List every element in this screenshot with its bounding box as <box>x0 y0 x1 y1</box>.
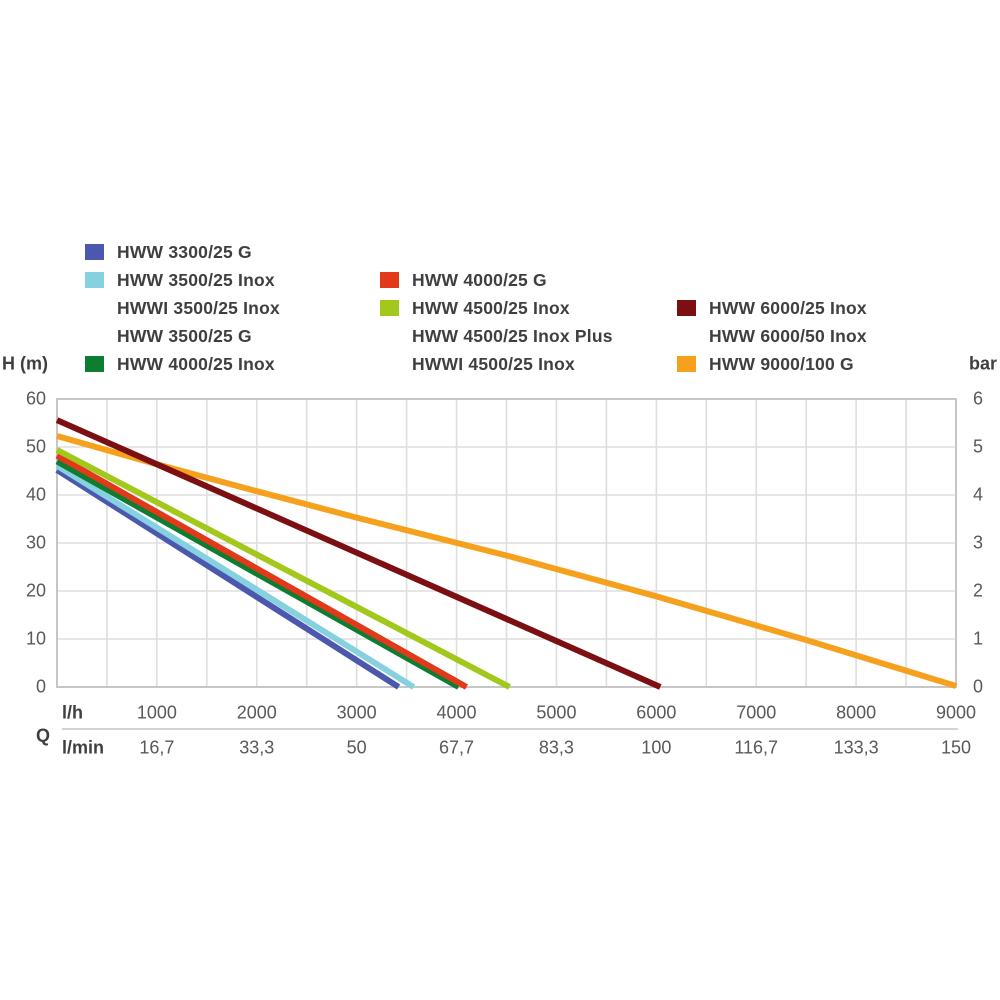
legend-item: HWW 6000/25 Inox <box>677 294 867 322</box>
y-axis-tick-right: 4 <box>973 484 984 505</box>
y-axis-tick-right: 3 <box>973 532 984 553</box>
legend-item-label: HWW 3500/25 Inox <box>117 269 275 290</box>
legend-color-swatch <box>85 244 104 260</box>
x-axis-tick-lh: 9000 <box>935 702 977 723</box>
pump-curve-hww-6000-25-inox-hww-6000-50-inox <box>55 417 662 690</box>
y-axis-tick-left: 20 <box>25 580 46 601</box>
legend-item-label: HWW 4000/25 G <box>412 269 547 290</box>
legend-item-label: HWW 4000/25 Inox <box>117 353 275 374</box>
y-axis-label-left: H (m) <box>2 353 48 374</box>
y-axis-tick-left: 40 <box>25 484 46 505</box>
legend-item-label: HWW 3300/25 G <box>117 241 252 262</box>
y-axis-tick-left: 0 <box>35 676 46 697</box>
y-axis-tick-left: 10 <box>25 628 46 649</box>
pump-curve-hww-4000-25-inox <box>55 458 461 690</box>
legend-item-label: HWWI 4500/25 Inox <box>412 353 575 374</box>
x-axis-tick-lh: 3000 <box>336 702 377 723</box>
legend-item: HWW 9000/100 G <box>677 350 867 378</box>
legend-item-label: HWW 4500/25 Inox <box>412 297 570 318</box>
legend-item: HWWI 4500/25 Inox <box>380 350 613 378</box>
legend-color-swatch <box>677 300 696 316</box>
legend-color-swatch <box>677 356 696 372</box>
y-axis-tick-right: 1 <box>973 628 984 649</box>
y-axis-tick-right: 2 <box>973 580 984 601</box>
legend-item: HWW 4500/25 Inox Plus <box>380 322 613 350</box>
x-axis-tick-lh: 5000 <box>536 702 577 723</box>
legend-item-label: HWWI 3500/25 Inox <box>117 297 280 318</box>
legend-item: HWW 3500/25 G <box>85 322 280 350</box>
legend-item: HWW 3500/25 Inox <box>85 266 280 294</box>
y-axis-tick-left: 50 <box>25 436 46 457</box>
y-axis-tick-left: 60 <box>25 388 46 409</box>
x-axis-tick-lmin: 67,7 <box>439 737 475 758</box>
legend-item-label: HWW 6000/25 Inox <box>709 297 867 318</box>
y-axis-tick-right: 6 <box>973 388 984 409</box>
x-axis-label-q: Q <box>36 725 51 746</box>
legend-column-3: HWW 6000/25 Inox HWW 6000/50 Inox HWW 9000… <box>677 294 867 378</box>
x-axis-tick-lmin: 116,7 <box>734 737 779 758</box>
pump-curve-hww-3500-25-inox-hwwi-3500-25-inox-hww-3500-25-g <box>55 463 416 690</box>
legend-color-swatch <box>380 300 399 316</box>
x-axis-tick-lh: 1000 <box>136 702 177 723</box>
x-axis-tick-lmin: 83,3 <box>538 737 574 758</box>
legend-item: HWW 4500/25 Inox <box>380 294 613 322</box>
legend-item: HWWI 3500/25 Inox <box>85 294 280 322</box>
x-axis-tick-lmin: 16,7 <box>139 737 175 758</box>
legend-item-label: HWW 6000/50 Inox <box>709 325 867 346</box>
legend-item: HWW 3300/25 G <box>85 238 280 266</box>
legend-column-1: HWW 3300/25 G HWW 3500/25 Inox HWWI 3500/2… <box>85 238 280 378</box>
legend-item: HWW 4000/25 G <box>380 266 613 294</box>
pump-curve-hww-4500-25-inox-hww-4500-25-inox-plus-hwwi-4500-25-inox <box>55 447 511 690</box>
x-axis-tick-lh: 2000 <box>236 702 277 723</box>
legend-item-label: HWW 3500/25 G <box>117 325 252 346</box>
pump-curve-hww-3300-25-g <box>55 467 401 690</box>
legend-item-label: HWW 9000/100 G <box>709 353 854 374</box>
y-axis-tick-right: 5 <box>973 436 984 457</box>
x-axis-tick-lmin: 150 <box>940 737 972 758</box>
x-axis-tick-lh: 6000 <box>636 702 677 723</box>
x-axis-tick-lh: 8000 <box>836 702 877 723</box>
legend-item-label: HWW 4500/25 Inox Plus <box>412 325 613 346</box>
x-axis-unit-lmin: l/min <box>62 737 105 758</box>
x-axis-tick-lmin: 33,3 <box>239 737 275 758</box>
pump-curve-hww-4000-25-g <box>55 452 468 690</box>
x-axis-row-divider <box>62 728 958 730</box>
x-axis-tick-lmin: 133,3 <box>833 737 879 758</box>
y-axis-tick-right: 0 <box>973 676 984 697</box>
x-axis-tick-lmin: 100 <box>641 737 672 758</box>
x-axis-tick-lh: 7000 <box>736 702 777 723</box>
legend-color-swatch <box>85 272 104 288</box>
x-axis-tick-lh: 4000 <box>436 702 477 723</box>
x-axis-tick-lmin: 50 <box>346 737 367 758</box>
legend-color-swatch <box>380 272 399 288</box>
y-axis-tick-left: 30 <box>25 532 46 553</box>
y-axis-label-right: bar <box>969 353 998 374</box>
legend-item: HWW 4000/25 Inox <box>85 350 280 378</box>
x-axis-unit-lh: l/h <box>62 702 83 723</box>
legend-item: HWW 6000/50 Inox <box>677 322 867 350</box>
legend-column-2: HWW 4000/25 G HWW 4500/25 Inox HWW 4500/25… <box>380 266 613 378</box>
legend-color-swatch <box>85 356 104 372</box>
